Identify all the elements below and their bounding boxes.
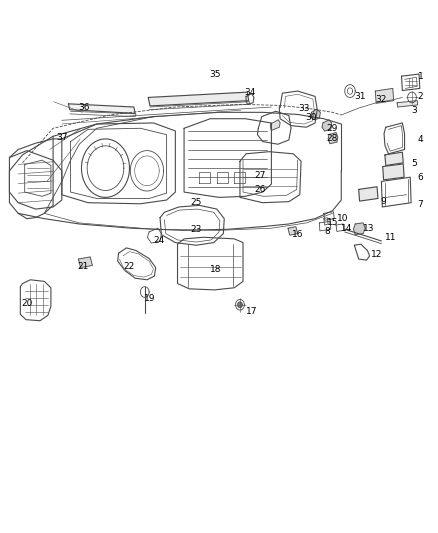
Text: 37: 37 [57, 133, 68, 142]
Text: 4: 4 [418, 135, 423, 144]
Text: 7: 7 [418, 200, 424, 209]
Polygon shape [288, 227, 297, 235]
Polygon shape [311, 109, 320, 120]
Text: 17: 17 [246, 307, 258, 316]
Text: 9: 9 [381, 197, 386, 206]
Text: 1: 1 [418, 71, 424, 80]
Polygon shape [322, 120, 332, 131]
Text: 16: 16 [292, 230, 304, 239]
Text: 28: 28 [326, 134, 337, 143]
Text: 23: 23 [191, 225, 202, 234]
Text: 25: 25 [191, 198, 202, 207]
Text: 32: 32 [375, 94, 387, 103]
Text: 24: 24 [153, 237, 165, 246]
Text: 30: 30 [305, 113, 317, 122]
Polygon shape [238, 302, 242, 308]
Text: 8: 8 [325, 228, 330, 237]
Polygon shape [328, 133, 338, 144]
Text: 6: 6 [418, 173, 424, 182]
Text: 3: 3 [411, 106, 417, 115]
Polygon shape [148, 92, 249, 106]
Polygon shape [271, 120, 280, 131]
Polygon shape [68, 104, 135, 114]
Text: 21: 21 [77, 262, 88, 271]
Text: 36: 36 [78, 102, 90, 111]
Text: 20: 20 [21, 299, 33, 308]
Text: 10: 10 [337, 214, 348, 223]
Text: 19: 19 [144, 294, 155, 303]
Polygon shape [383, 164, 404, 180]
Polygon shape [78, 257, 92, 268]
Polygon shape [359, 187, 378, 201]
Text: 26: 26 [255, 185, 266, 194]
Text: 15: 15 [327, 219, 339, 228]
Text: 27: 27 [255, 171, 266, 180]
Text: 14: 14 [341, 224, 353, 233]
Polygon shape [353, 223, 365, 235]
Text: 29: 29 [326, 124, 337, 133]
Text: 12: 12 [371, 251, 382, 260]
Text: 22: 22 [124, 262, 135, 271]
Polygon shape [375, 88, 394, 103]
Text: 13: 13 [363, 224, 374, 233]
Text: 11: 11 [385, 233, 396, 242]
Text: 33: 33 [298, 103, 310, 112]
Text: 34: 34 [244, 87, 256, 96]
Text: 2: 2 [418, 92, 423, 101]
Text: 35: 35 [209, 70, 221, 78]
Polygon shape [397, 101, 418, 107]
Text: 18: 18 [210, 265, 222, 273]
Text: 5: 5 [411, 159, 417, 168]
Polygon shape [385, 152, 403, 165]
Text: 31: 31 [354, 92, 366, 101]
